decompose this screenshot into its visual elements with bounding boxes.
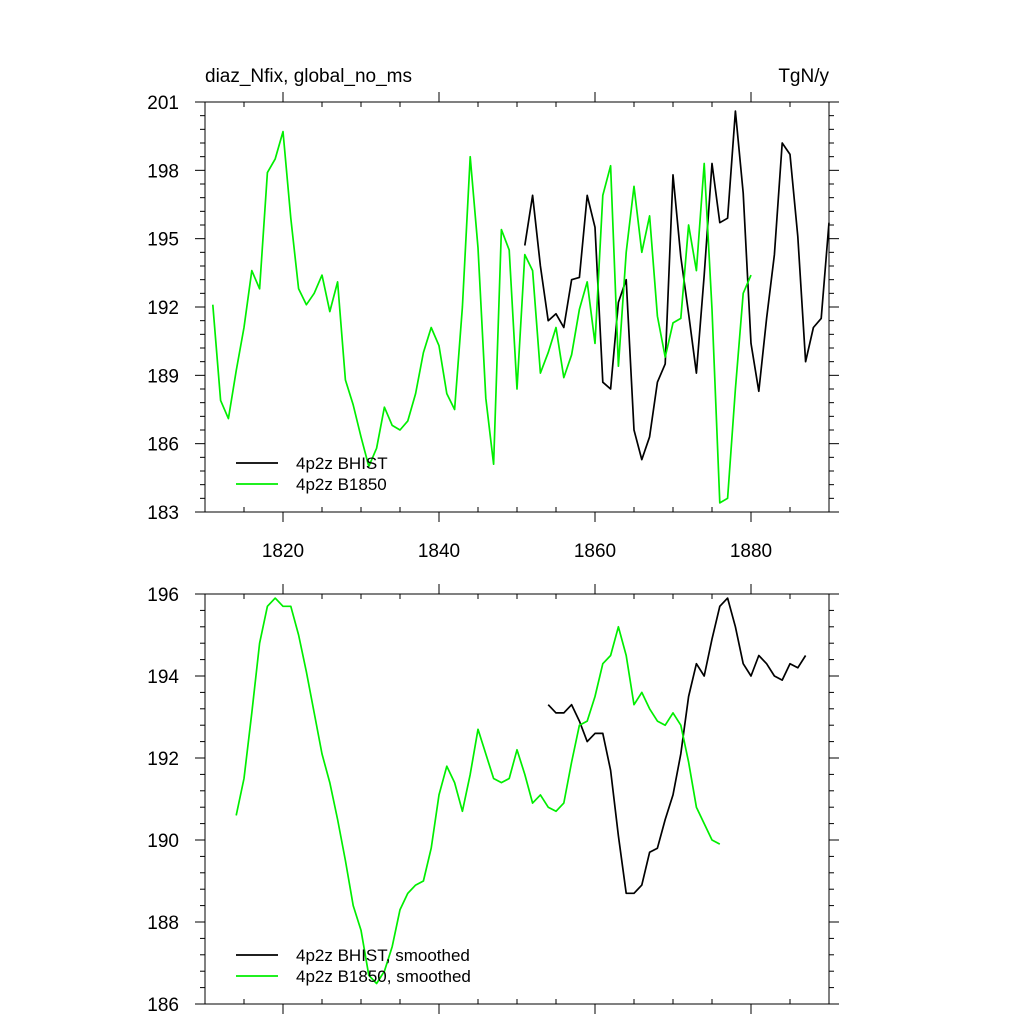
plot-frame [204,101,830,513]
series-line-bhist [547,597,807,895]
y-tick-label: 186 [147,435,179,456]
y-tick-label: 201 [147,93,179,114]
plot-title: diaz_Nfix, global_no_ms [205,66,412,87]
y-tick-label: 192 [147,298,179,319]
plot-frame [204,593,830,1005]
y-tick-label: 195 [147,230,179,251]
x-tick-label: 1840 [418,541,460,562]
y-tick-label: 183 [147,503,179,524]
y-tick-label: 198 [147,161,179,182]
top-panel: diaz_Nfix, global_no_ms TgN/y 1820 1840 18… [147,66,839,562]
series-line-b1850 [211,130,752,504]
plot-units: TgN/y [778,66,829,87]
legend-label: 4p2z BHIST [296,454,388,473]
series-line-bhist [523,110,830,461]
y-tick-label: 186 [147,995,179,1016]
legend-label: 4p2z BHIST, smoothed [296,946,470,965]
y-tick-label: 188 [147,913,179,934]
series-line-b1850 [235,597,721,985]
y-tick-label: 192 [147,749,179,770]
x-tick-label: 1860 [574,541,616,562]
x-tick-label: 1820 [262,541,304,562]
legend-label: 4p2z B1850, smoothed [296,967,471,986]
y-tick-label: 190 [147,831,179,852]
legend-label: 4p2z B1850 [296,475,387,494]
bottom-panel: 186 188 190 192 194 196 4p2z BHIST, smoothed 4p… [147,584,839,1016]
y-tick-label: 189 [147,366,179,387]
x-tick-label: 1880 [730,541,772,562]
y-tick-label: 194 [147,667,179,688]
y-tick-label: 196 [147,585,179,606]
